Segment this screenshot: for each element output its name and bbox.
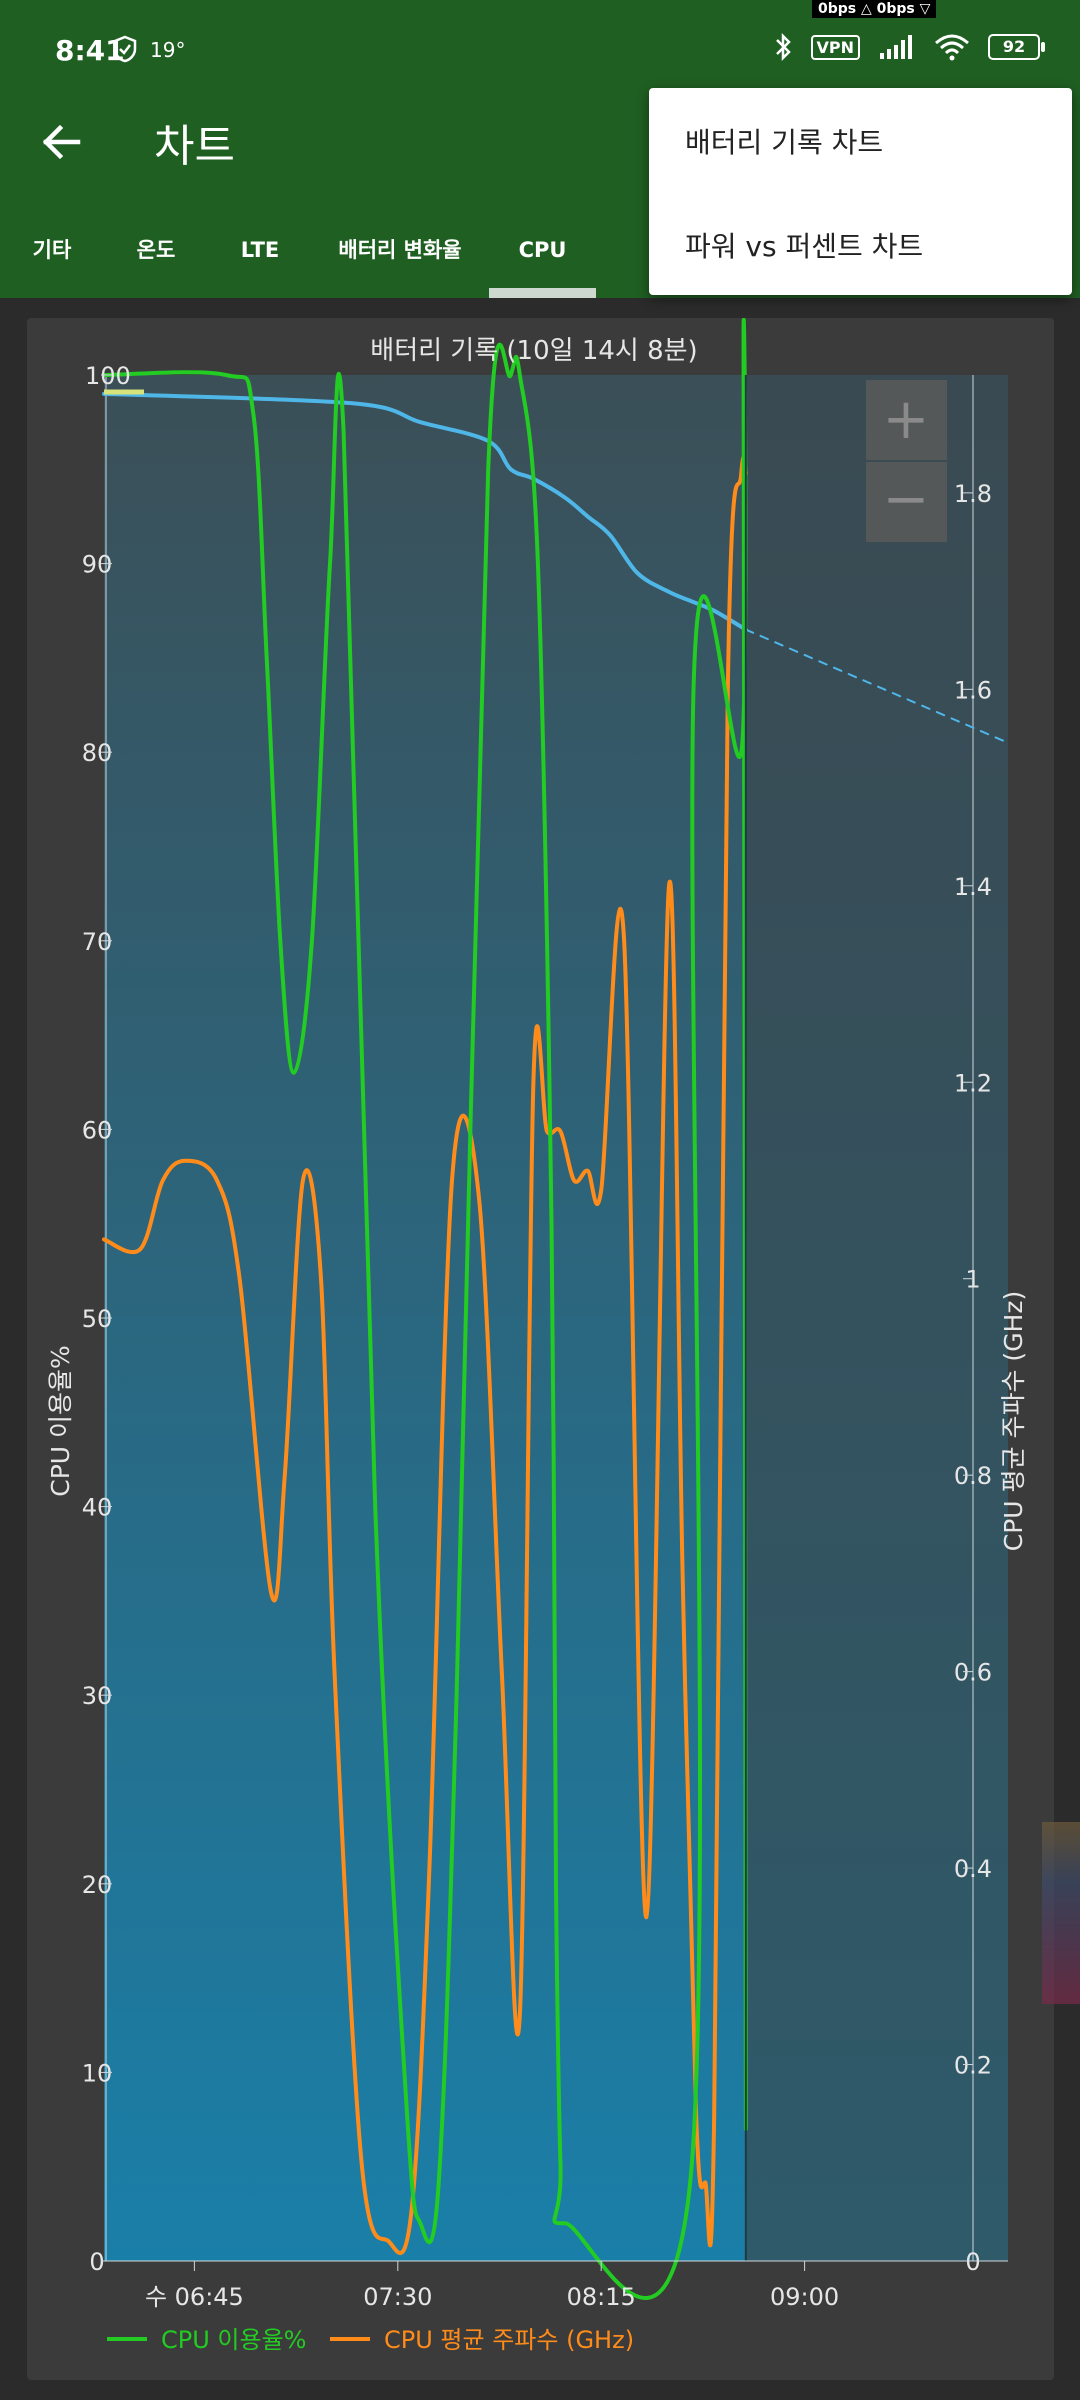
cpu-chart[interactable]: 배터리 기록 (10일 14시 8분) 01020304050607080901… (27, 317, 1054, 2380)
zoom-control: + − (866, 380, 947, 542)
chart-title: 배터리 기록 (10일 14시 8분) (370, 336, 697, 366)
chart-panel: 배터리 기록 (10일 14시 8분) 0 10 20 30 40 50 60 70 80 90 1… (27, 317, 1054, 2380)
y-right-tick-label: 0.2 (954, 2052, 992, 2080)
y-right-tick-label: 1.8 (954, 480, 992, 508)
x-tick-label: 07:30 (363, 2283, 432, 2311)
y-left-tick-label: 10 (82, 2059, 113, 2087)
bluetooth-icon (775, 32, 791, 62)
y-right-tick-label: 0 (965, 2248, 980, 2276)
wifi-icon (935, 34, 969, 61)
tab-lte[interactable]: LTE (240, 238, 280, 262)
status-time: 8:41 (55, 34, 125, 67)
tab-bar: 기타 온도 LTE 배터리 변화율 CPU (0, 225, 1080, 298)
y-left-tick-label: 50 (82, 1305, 113, 1333)
legend-label-cpu-frequency: CPU 평균 주파수 (GHz) (384, 2326, 634, 2354)
y-left-tick-label: 30 (82, 1682, 113, 1710)
y-left-tick-label: 100 (85, 362, 131, 390)
zoom-in-icon: + (883, 387, 930, 452)
y-left-tick-label: 60 (82, 1116, 113, 1144)
series-line-battery-forecast (744, 628, 1009, 744)
y-right-tick-label: 1.6 (954, 676, 992, 704)
shield-icon (113, 35, 137, 63)
tab-temperature[interactable]: 온도 (136, 238, 176, 262)
back-arrow-icon[interactable] (38, 118, 86, 166)
zoom-out-button[interactable] (866, 462, 947, 542)
series-line-cpu-usage (102, 317, 748, 2301)
y-left-tick-label: 40 (82, 1494, 113, 1522)
future-area (745, 375, 1008, 2261)
y-left-tick-label: 90 (82, 551, 113, 579)
x-tick-label: 08:15 (567, 2283, 636, 2311)
edge-handle[interactable] (1042, 1822, 1080, 2004)
signal-icon (880, 35, 912, 59)
overflow-menu: 배터리 기록 차트 파워 vs 퍼센트 차트 (649, 88, 1072, 295)
battery-indicator: 92 (988, 34, 1045, 60)
menu-item-battery-history-chart[interactable]: 배터리 기록 차트 (685, 126, 884, 159)
y-right-tick-label: 1.2 (954, 1069, 992, 1097)
chart-legend: CPU 이용율% CPU 평균 주파수 (GHz) (107, 2326, 634, 2354)
y-right-tick-label: 1 (965, 1266, 980, 1294)
y-right-tick-label: 0.6 (954, 1659, 992, 1687)
y-left-tick-label: 20 (82, 1871, 113, 1899)
y-left-tick-label: 0 (89, 2248, 104, 2276)
y-left-tick-label: 70 (82, 928, 113, 956)
tab-cpu[interactable]: CPU (489, 225, 596, 298)
y-right-tick-label: 0.8 (954, 1462, 992, 1490)
menu-item-power-vs-percent-chart[interactable]: 파워 vs 퍼센트 차트 (685, 230, 924, 263)
x-tick-label: 09:00 (770, 2283, 839, 2311)
y-right-axis-label: CPU 평균 주파수 (GHz) (999, 1291, 1028, 1551)
y-right-tick-label: 1.4 (954, 873, 992, 901)
y-right-tick-label: 0.4 (954, 1855, 992, 1883)
network-speed: 0bps △ 0bps ▽ (812, 0, 937, 18)
y-left-axis-label: CPU 이용율% (46, 1345, 75, 1497)
y-left-tick-label: 80 (82, 739, 113, 767)
series-line-battery-level (102, 391, 748, 632)
zoom-out-icon: − (883, 467, 930, 532)
tab-etc[interactable]: 기타 (32, 238, 72, 262)
x-tick-label: 수 06:45 (145, 2283, 244, 2311)
status-temperature: 19° (150, 38, 186, 62)
tab-battery-change-rate[interactable]: 배터리 변화율 (338, 238, 462, 262)
zoom-in-button[interactable] (866, 380, 947, 460)
page-title: 차트 (154, 121, 235, 172)
vpn-badge: VPN (810, 34, 860, 60)
legend-label-cpu-usage: CPU 이용율% (161, 2326, 306, 2354)
status-icons: VPN 92 (773, 32, 1045, 62)
